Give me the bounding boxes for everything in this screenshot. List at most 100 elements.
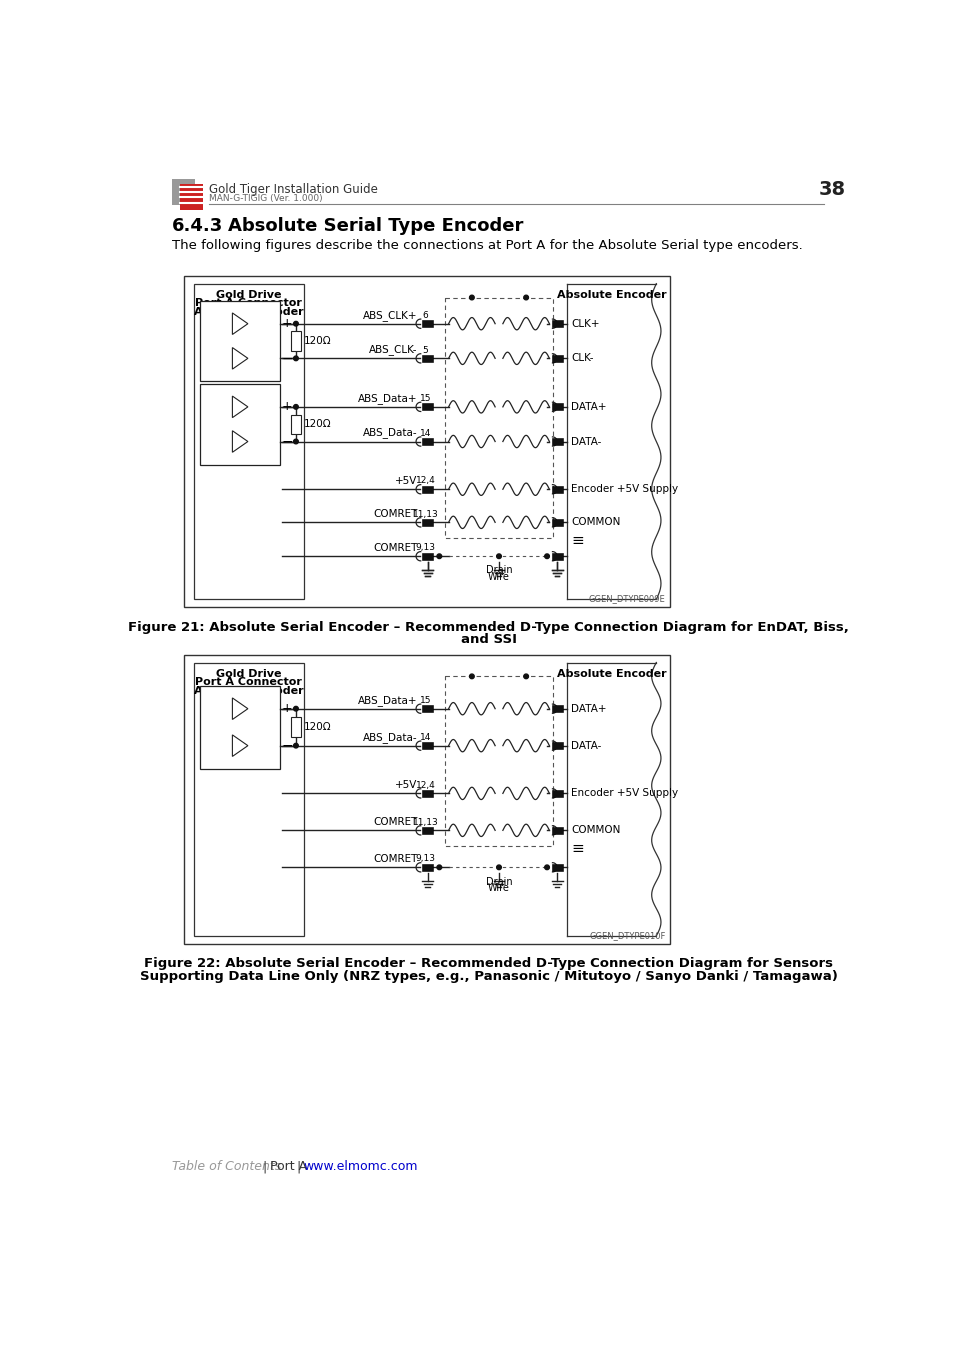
Bar (199, 383, 280, 464)
Polygon shape (233, 734, 248, 756)
Circle shape (294, 706, 298, 711)
Circle shape (436, 554, 441, 559)
Bar (183, 275, 669, 608)
Text: 9,13: 9,13 (415, 855, 435, 864)
Bar (179, 184, 203, 209)
Text: Figure 22: Absolute Serial Encoder – Recommended D-Type Connection Diagram for S: Figure 22: Absolute Serial Encoder – Rec… (144, 957, 833, 971)
Text: ≡: ≡ (571, 841, 583, 856)
Bar (551, 790, 562, 796)
Text: Supporting Data Line Only (NRZ types, e.g., Panasonic / Mitutoyo / Sanyo Danki /: Supporting Data Line Only (NRZ types, e.… (140, 969, 837, 983)
Circle shape (436, 865, 441, 869)
Text: GGEN_DTYPE010F: GGEN_DTYPE010F (589, 930, 665, 940)
Text: ABS_Data-: ABS_Data- (363, 732, 417, 742)
Circle shape (469, 674, 474, 679)
Bar (551, 518, 562, 526)
Polygon shape (233, 313, 248, 335)
Text: ABS_Data+: ABS_Data+ (357, 695, 417, 706)
Text: DATA+: DATA+ (571, 703, 606, 714)
Text: ABS_CLK-: ABS_CLK- (369, 344, 417, 355)
Text: Drain: Drain (485, 566, 512, 575)
Bar (551, 743, 562, 749)
Text: Gold Drive: Gold Drive (215, 668, 281, 679)
Bar (422, 518, 433, 526)
Bar (551, 552, 562, 560)
Bar (172, 180, 195, 205)
Bar (551, 705, 562, 713)
Text: +5V: +5V (395, 780, 417, 790)
Bar (199, 301, 280, 382)
Polygon shape (233, 431, 248, 452)
Text: Encoder +5V Supply: Encoder +5V Supply (571, 485, 678, 494)
Bar (422, 320, 433, 327)
Text: 38: 38 (818, 180, 845, 200)
Text: ≡: ≡ (571, 533, 583, 548)
Bar (422, 486, 433, 493)
Text: Absolute Encoder: Absolute Encoder (193, 306, 303, 317)
Bar (551, 404, 562, 410)
Text: 5: 5 (422, 346, 428, 355)
Text: 14: 14 (419, 429, 431, 437)
Text: DATA-: DATA- (571, 741, 600, 751)
Text: −: − (282, 738, 294, 753)
Text: www.elmomc.com: www.elmomc.com (303, 1161, 417, 1173)
Text: Gold Drive: Gold Drive (215, 290, 281, 300)
Bar (551, 437, 562, 446)
Text: GGEN_DTYPE009E: GGEN_DTYPE009E (588, 594, 665, 603)
Text: Port A Connector: Port A Connector (195, 678, 302, 687)
Text: Absolute Encoder: Absolute Encoder (193, 686, 303, 695)
Bar (291, 414, 301, 433)
Text: |: | (295, 1161, 300, 1173)
Text: +: + (282, 702, 293, 716)
Text: 12,4: 12,4 (416, 477, 435, 486)
Bar (183, 655, 669, 944)
Text: COMMON: COMMON (571, 825, 619, 836)
Text: Table of Contents: Table of Contents (172, 1161, 281, 1173)
Bar (422, 743, 433, 749)
Polygon shape (233, 698, 248, 720)
Bar (551, 355, 562, 362)
Text: |: | (262, 1161, 267, 1173)
Text: DATA+: DATA+ (571, 402, 606, 412)
Text: Absolute Encoder: Absolute Encoder (557, 290, 666, 300)
Bar (422, 552, 433, 560)
Circle shape (294, 321, 298, 325)
Text: 12,4: 12,4 (416, 780, 435, 790)
Text: +: + (282, 401, 293, 413)
Text: ABS_Data-: ABS_Data- (363, 428, 417, 439)
Circle shape (294, 405, 298, 409)
Text: COMRET: COMRET (373, 509, 417, 520)
Text: CLK-: CLK- (571, 354, 593, 363)
Text: 14: 14 (419, 733, 431, 741)
Text: Wire: Wire (488, 571, 510, 582)
Bar (422, 790, 433, 796)
Text: COMRET: COMRET (373, 855, 417, 864)
Circle shape (523, 674, 528, 679)
Bar (422, 404, 433, 410)
Text: Absolute Serial Type Encoder: Absolute Serial Type Encoder (228, 217, 522, 235)
Bar (551, 828, 562, 834)
Text: Gold Tiger Installation Guide: Gold Tiger Installation Guide (209, 184, 377, 196)
Polygon shape (233, 396, 248, 417)
Text: 120Ω: 120Ω (303, 722, 331, 732)
Text: +: + (282, 317, 293, 331)
Bar (551, 320, 562, 327)
Circle shape (544, 865, 549, 869)
Text: Drain: Drain (485, 876, 512, 887)
Text: Port A Connector: Port A Connector (195, 298, 302, 308)
Text: COMMON: COMMON (571, 517, 619, 528)
Text: −: − (282, 351, 294, 366)
Text: 11,13: 11,13 (412, 818, 437, 826)
Circle shape (294, 744, 298, 748)
Text: 120Ω: 120Ω (303, 420, 331, 429)
Circle shape (469, 296, 474, 300)
Text: Wire: Wire (488, 883, 510, 892)
Text: MAN-G-TIGIG (Ver. 1.000): MAN-G-TIGIG (Ver. 1.000) (209, 194, 322, 204)
Text: −: − (282, 435, 294, 448)
Bar (422, 355, 433, 362)
Bar (422, 437, 433, 446)
Bar (422, 864, 433, 871)
Circle shape (294, 356, 298, 360)
Bar (291, 717, 301, 737)
Text: +5V: +5V (395, 477, 417, 486)
Text: 6: 6 (422, 310, 428, 320)
